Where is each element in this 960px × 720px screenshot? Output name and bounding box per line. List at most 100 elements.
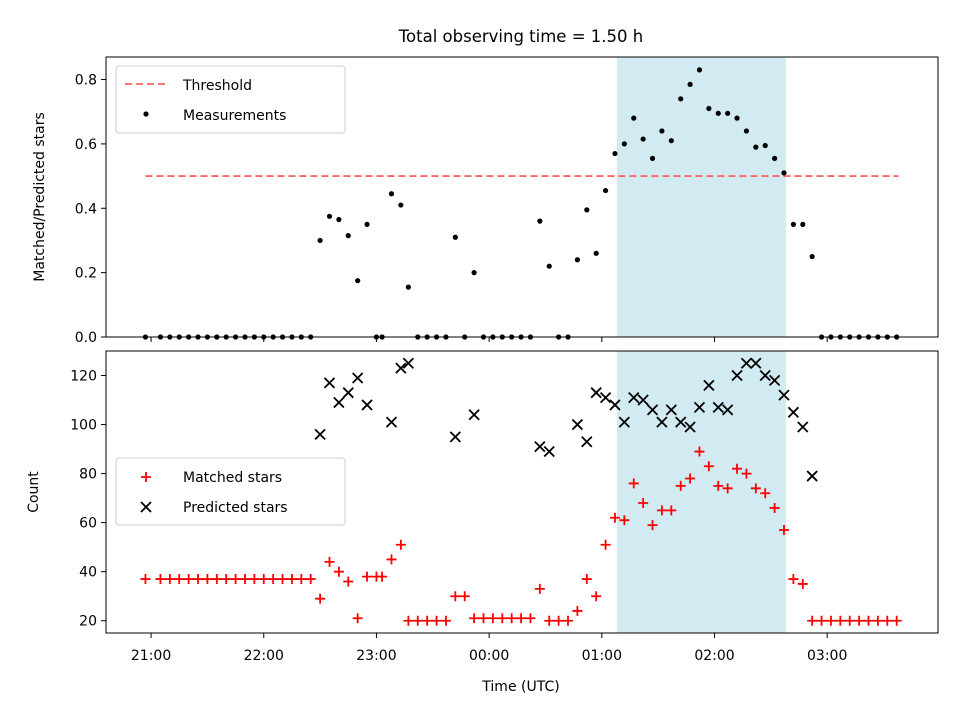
matched-star-point: [431, 615, 442, 626]
predicted-star-point: [693, 401, 706, 414]
matched-star-point: [469, 613, 480, 624]
matched-star-point: [854, 615, 865, 626]
measurement-point: [471, 270, 477, 276]
matched-star-point: [872, 615, 883, 626]
predicted-star-point: [314, 428, 326, 441]
matched-star-point: [647, 520, 658, 531]
measurement-point: [405, 284, 411, 290]
predicted-star-point: [599, 391, 612, 404]
predicted-star-point: [590, 387, 602, 399]
top-ytick-label: 0.0: [75, 330, 97, 346]
top-yticks: 0.0 0.2 0.4 0.6 0.8: [75, 73, 106, 346]
predicted-star-point: [609, 399, 621, 411]
measurement-point: [753, 144, 759, 150]
measurement-point: [678, 96, 684, 102]
predicted-star-point: [618, 416, 630, 428]
matched-star-point: [628, 478, 639, 489]
predicted-star-point: [712, 401, 724, 414]
measurement-point: [546, 263, 552, 269]
measurement-point: [687, 81, 693, 87]
bottom-xtick-label: 21:00: [131, 648, 171, 664]
measurement-point: [593, 250, 599, 256]
measurement-point: [612, 150, 618, 157]
predicted-star-point: [740, 357, 753, 369]
legend-threshold-label: Threshold: [182, 78, 252, 94]
measurement-point: [336, 216, 342, 223]
top-ytick-label: 0.2: [75, 266, 97, 282]
matched-star-point: [863, 615, 874, 626]
predicted-star-point: [449, 431, 461, 443]
matched-star-point: [193, 574, 204, 585]
measurement-point: [772, 155, 778, 161]
top-ytick-label: 0.8: [75, 73, 97, 89]
legend-matched-swatch: [141, 472, 151, 482]
matched-star-point: [844, 615, 855, 626]
top-panel: 0.00.20.40.60.8 Matched/Predicted stars …: [32, 56, 939, 346]
matched-star-point: [835, 615, 846, 626]
measurement-point: [621, 141, 627, 147]
legend-box: [115, 65, 346, 134]
matched-star-point: [277, 574, 288, 585]
matched-star-point: [412, 615, 423, 626]
predicted-star-point: [534, 440, 546, 453]
matched-star-point: [403, 615, 414, 626]
predicted-star-point: [797, 421, 809, 433]
matched-star-point: [440, 615, 451, 626]
measurement-point: [649, 155, 656, 161]
matched-star-point: [581, 574, 592, 585]
predicted-star-point: [581, 436, 593, 448]
matched-star-point: [362, 571, 373, 582]
predicted-star-point: [684, 421, 696, 433]
predicted-star-point: [352, 372, 364, 384]
measurement-point: [631, 115, 637, 121]
matched-star-point: [352, 613, 363, 624]
matched-star-point: [221, 574, 232, 585]
matched-star-point: [732, 463, 743, 474]
matched-star-point: [544, 615, 555, 626]
predicted-star-point: [637, 394, 649, 406]
predicted-star-point: [787, 406, 800, 418]
predicted-star-point: [385, 416, 398, 428]
bottom-yticks: 20 40 60 80 100 120: [70, 369, 106, 630]
measurement-point: [706, 105, 712, 112]
measurement-point: [640, 136, 646, 142]
predicted-star-point: [571, 418, 584, 431]
predicted-star-point: [703, 379, 715, 391]
matched-star-point: [164, 574, 175, 585]
measurement-point: [537, 218, 543, 224]
matched-star-point: [377, 571, 388, 582]
matched-star-point: [563, 615, 574, 626]
bottom-ytick-label: 120: [70, 369, 97, 385]
top-xticks: [150, 337, 828, 342]
matched-star-point: [324, 556, 335, 567]
bottom-xtick-label: 22:00: [244, 648, 284, 664]
bottom-xtick-label: 02:00: [694, 648, 734, 664]
measurement-point: [668, 138, 674, 144]
matched-star-point: [395, 539, 406, 550]
predicted-star-point: [665, 404, 677, 416]
measurement-point: [734, 115, 740, 121]
matched-star-point: [249, 574, 260, 585]
predicted-star-point: [722, 404, 734, 416]
matched-star-point: [459, 591, 470, 602]
matched-star-point: [694, 446, 705, 457]
top-shaded-span: [616, 57, 786, 337]
bottom-xtick-label: 23:00: [356, 648, 396, 664]
measurement-point: [696, 67, 703, 73]
matched-star-point: [685, 473, 696, 484]
predicted-star-point: [468, 409, 480, 421]
measurement-point: [725, 110, 731, 116]
bottom-xticks: 21:00 22:00 23:00 00:00 01:00 02:00 03:00: [131, 633, 847, 664]
measurement-point: [317, 237, 323, 244]
measurement-point: [452, 234, 458, 240]
predicted-star-point: [675, 416, 687, 428]
matched-star-point: [286, 574, 297, 585]
predicted-star-point: [543, 445, 555, 458]
matched-star-point: [386, 554, 397, 565]
measurement-point: [602, 187, 609, 194]
matched-star-point: [202, 574, 213, 585]
bottom-xtick-label: 03:00: [807, 648, 847, 664]
matched-star-point: [778, 525, 789, 536]
predicted-star-point: [759, 369, 771, 382]
